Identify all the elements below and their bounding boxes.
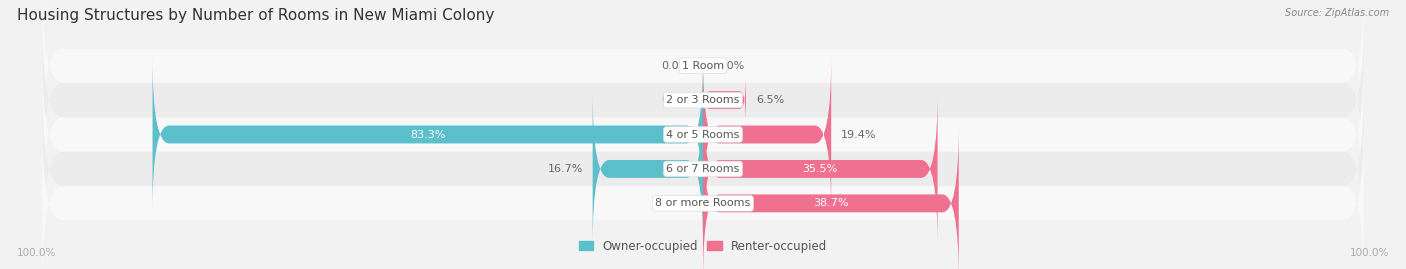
FancyBboxPatch shape bbox=[42, 0, 1364, 152]
FancyBboxPatch shape bbox=[593, 92, 703, 246]
Text: 1 Room: 1 Room bbox=[682, 61, 724, 71]
Text: 4 or 5 Rooms: 4 or 5 Rooms bbox=[666, 129, 740, 140]
Text: 0.0%: 0.0% bbox=[662, 61, 690, 71]
FancyBboxPatch shape bbox=[703, 126, 959, 269]
Text: 0.0%: 0.0% bbox=[662, 198, 690, 208]
Text: 16.7%: 16.7% bbox=[547, 164, 582, 174]
Text: 35.5%: 35.5% bbox=[803, 164, 838, 174]
Text: Housing Structures by Number of Rooms in New Miami Colony: Housing Structures by Number of Rooms in… bbox=[17, 8, 495, 23]
FancyBboxPatch shape bbox=[42, 117, 1364, 269]
Text: 0.0%: 0.0% bbox=[662, 95, 690, 105]
Text: 19.4%: 19.4% bbox=[841, 129, 876, 140]
FancyBboxPatch shape bbox=[42, 83, 1364, 255]
Text: 8 or more Rooms: 8 or more Rooms bbox=[655, 198, 751, 208]
Text: 2 or 3 Rooms: 2 or 3 Rooms bbox=[666, 95, 740, 105]
FancyBboxPatch shape bbox=[42, 14, 1364, 186]
FancyBboxPatch shape bbox=[703, 57, 831, 212]
Text: 6.5%: 6.5% bbox=[756, 95, 785, 105]
Text: 0.0%: 0.0% bbox=[716, 61, 744, 71]
Text: 100.0%: 100.0% bbox=[1350, 248, 1389, 258]
Text: 83.3%: 83.3% bbox=[411, 129, 446, 140]
FancyBboxPatch shape bbox=[703, 75, 747, 125]
Text: 6 or 7 Rooms: 6 or 7 Rooms bbox=[666, 164, 740, 174]
Legend: Owner-occupied, Renter-occupied: Owner-occupied, Renter-occupied bbox=[579, 240, 827, 253]
FancyBboxPatch shape bbox=[703, 92, 938, 246]
FancyBboxPatch shape bbox=[42, 48, 1364, 221]
Text: 38.7%: 38.7% bbox=[813, 198, 849, 208]
FancyBboxPatch shape bbox=[152, 57, 703, 212]
Text: 100.0%: 100.0% bbox=[17, 248, 56, 258]
Text: Source: ZipAtlas.com: Source: ZipAtlas.com bbox=[1285, 8, 1389, 18]
